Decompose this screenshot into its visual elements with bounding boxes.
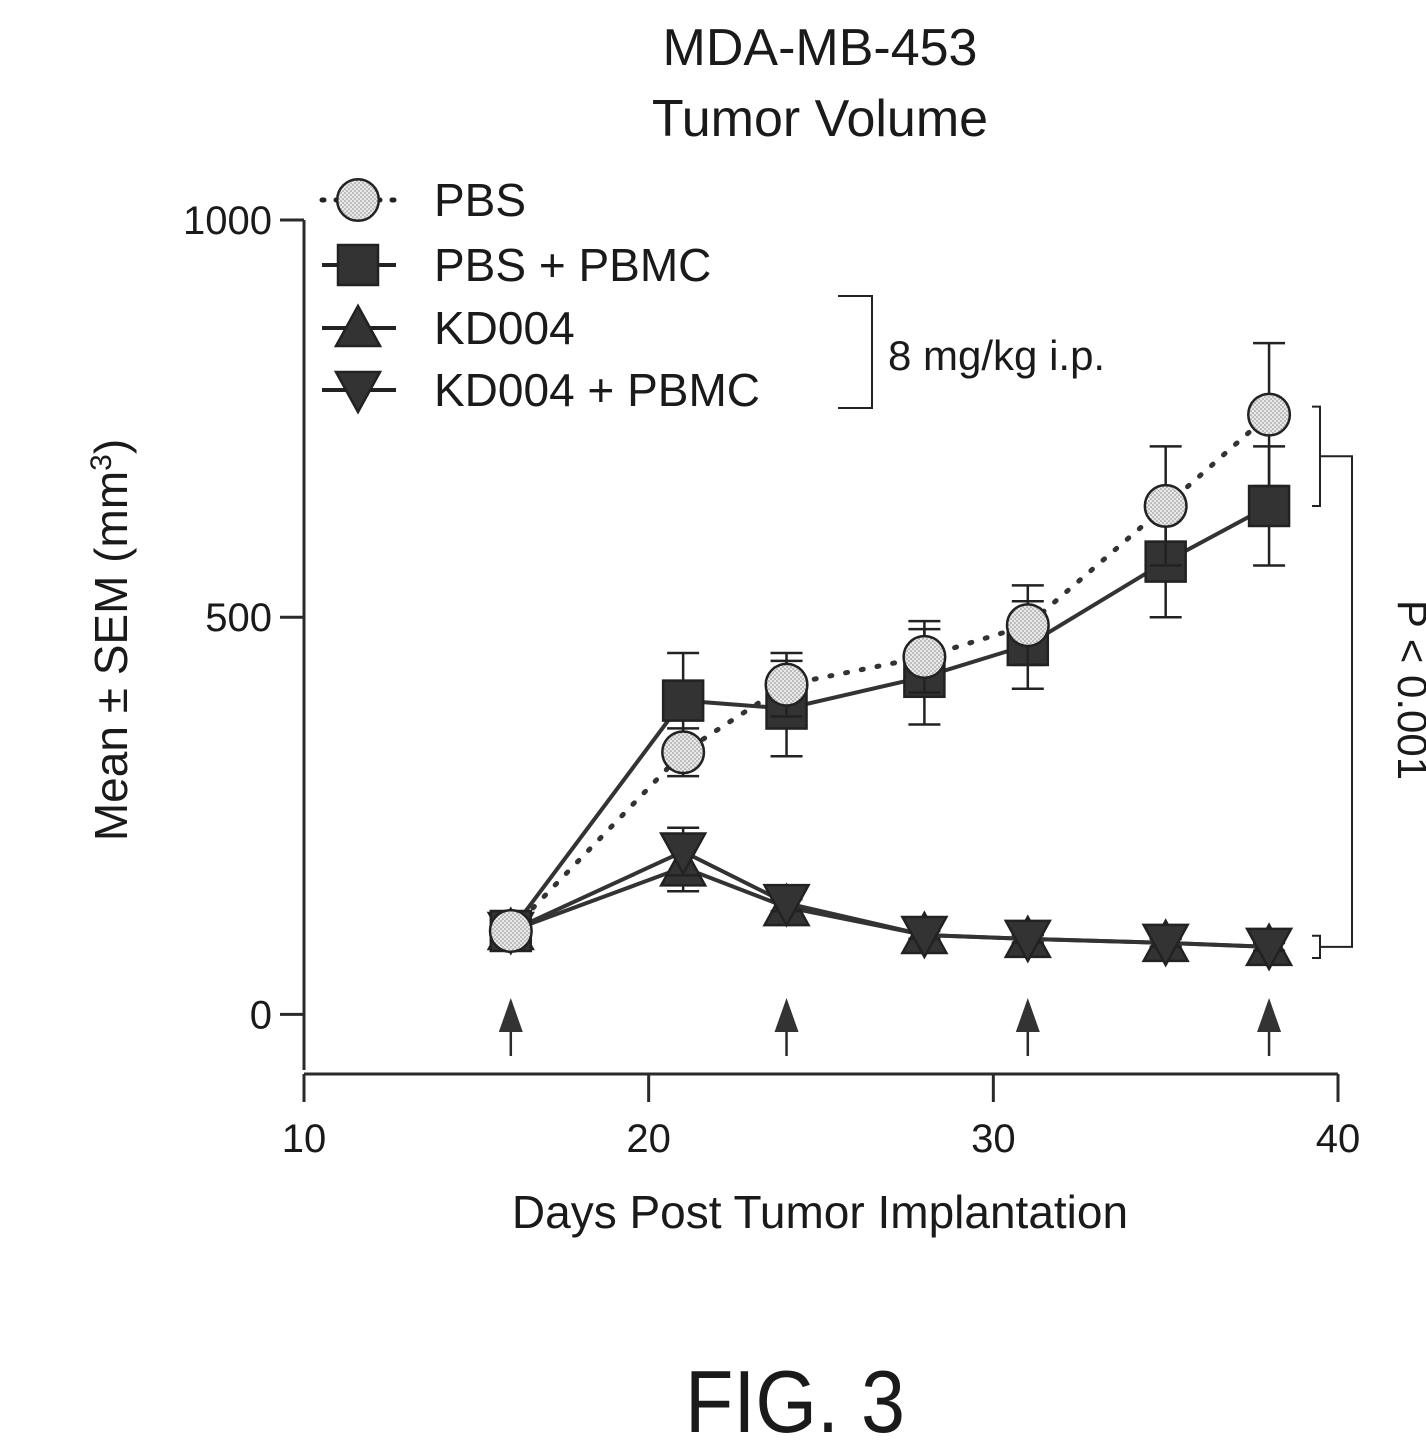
axes: 0 500 1000 10 20 30 40 [183, 199, 1360, 1161]
dosing-arrow [498, 998, 523, 1056]
data-point [1143, 483, 1188, 529]
brackets [838, 295, 1353, 959]
data-point [902, 634, 947, 679]
legend-item: KD004 + PBMC [322, 364, 760, 416]
treatment-group-bracket [1312, 934, 1321, 959]
series-pbs [488, 341, 1292, 954]
data-point [1247, 392, 1292, 437]
data-point [1141, 923, 1190, 968]
chart-subtitle: Tumor Volume [652, 90, 988, 148]
dosing-arrow [1015, 998, 1040, 1056]
control-group-bracket [1312, 405, 1321, 507]
data-point [659, 832, 708, 877]
y-axis-label: Mean ± SEM (mm3) [85, 439, 138, 841]
y-axis-label-close: ) [85, 439, 137, 454]
legend-marker [333, 370, 383, 415]
y-tick-label: 1000 [183, 199, 272, 243]
legend-marker [336, 243, 380, 287]
x-axis-label: Days Post Tumor Implantation [512, 1186, 1128, 1238]
legend-label: KD004 [434, 302, 575, 354]
dose-bracket [838, 295, 873, 409]
x-tick-label: 30 [971, 1117, 1016, 1161]
y-tick-label: 500 [205, 596, 272, 640]
legend-marker [333, 303, 383, 348]
data-point [764, 662, 809, 707]
series-layer [486, 341, 1294, 972]
x-tick-label: 10 [282, 1117, 327, 1161]
x-tick-label: 20 [626, 1117, 671, 1161]
data-point [488, 908, 533, 954]
data-point [1244, 927, 1294, 972]
data-point [900, 915, 949, 960]
legend: PBS PBS + PBMC KD004 KD004 + PBMC [319, 174, 760, 416]
legend-label: PBS + PBMC [434, 239, 711, 291]
y-axis-label-superscript: 3 [85, 454, 118, 471]
series-kd004-pbmc [486, 826, 1294, 972]
data-point [1005, 603, 1050, 648]
legend-item: PBS + PBMC [322, 239, 711, 291]
dosing-arrow [1257, 998, 1282, 1056]
significance-bracket [1320, 455, 1353, 948]
x-tick-label: 40 [1316, 1117, 1361, 1161]
dosing-arrow [774, 998, 799, 1056]
legend-marker [335, 177, 381, 223]
legend-label: KD004 + PBMC [434, 364, 760, 416]
figure-label: FIG. 3 [685, 1352, 905, 1451]
data-point [661, 730, 706, 775]
data-point [1247, 484, 1291, 528]
y-tick-label: 0 [250, 993, 272, 1037]
data-point [762, 883, 811, 928]
pvalue-annotation: P < 0.001 [1389, 600, 1426, 780]
data-point [1003, 919, 1052, 964]
dosing-arrows [498, 998, 1282, 1056]
dose-annotation: 8 mg/kg i.p. [888, 332, 1105, 379]
legend-item: PBS [319, 174, 526, 226]
data-point [661, 679, 705, 722]
legend-label: PBS [434, 174, 526, 226]
legend-item: KD004 [322, 302, 575, 354]
chart-title: MDA-MB-453 [663, 19, 978, 77]
